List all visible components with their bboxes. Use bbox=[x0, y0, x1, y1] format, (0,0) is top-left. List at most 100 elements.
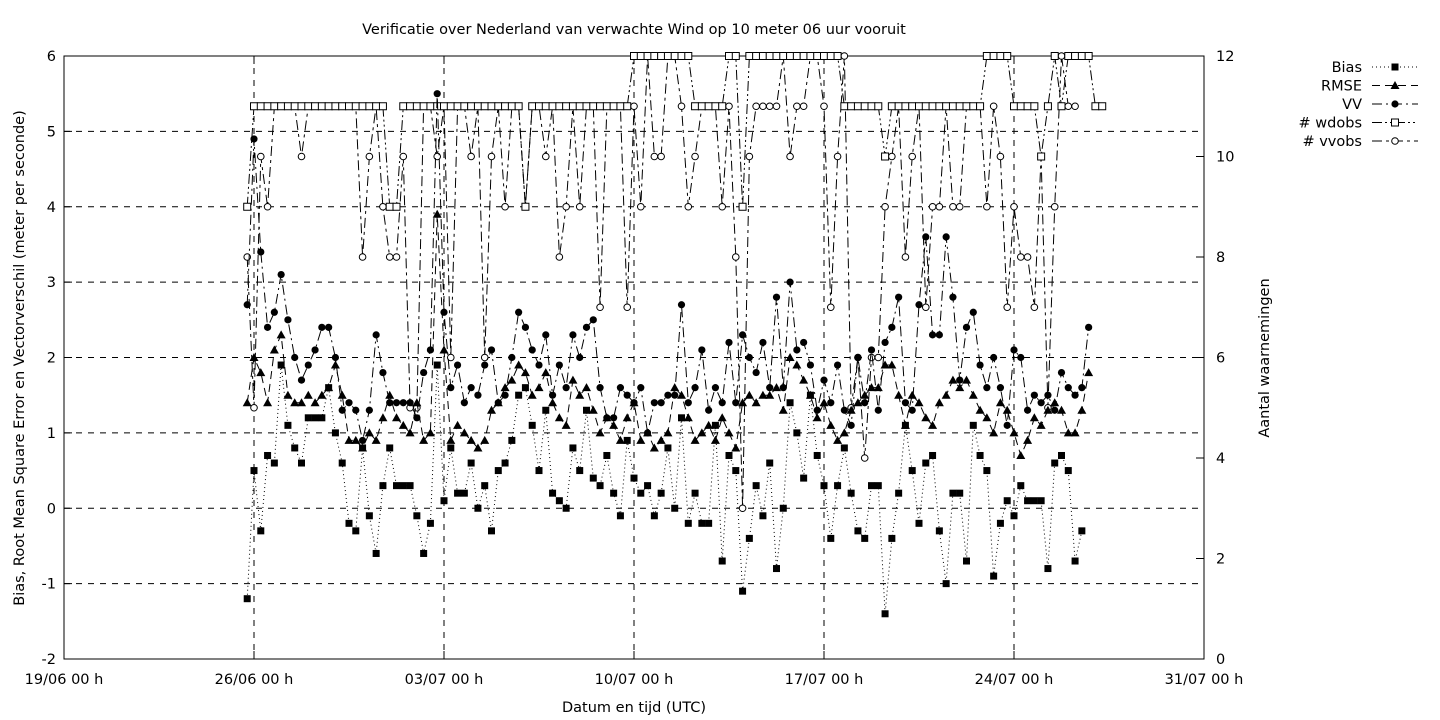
wdobs-point bbox=[345, 102, 353, 111]
legend: Bias RMSE VV # wdobs # vvobs bbox=[1299, 60, 1418, 150]
vv-point bbox=[671, 391, 679, 399]
bias-point bbox=[583, 406, 590, 414]
vv-point bbox=[548, 391, 557, 399]
vvobs-point bbox=[989, 102, 998, 111]
bias-point bbox=[976, 451, 984, 459]
x-tick-label: 03/07 00 h bbox=[405, 672, 484, 688]
wdobs-point bbox=[548, 102, 557, 111]
wdobs-point bbox=[962, 102, 971, 111]
wdobs-point bbox=[385, 202, 394, 211]
vvobs-point bbox=[1023, 253, 1032, 261]
wdobs-point bbox=[501, 102, 510, 111]
bias-point bbox=[888, 534, 896, 542]
bias-point bbox=[277, 361, 285, 369]
rmse-point bbox=[649, 443, 659, 452]
vv-point bbox=[494, 399, 502, 407]
bias-point bbox=[399, 482, 407, 490]
vv-point bbox=[759, 338, 767, 347]
bias-point bbox=[868, 482, 875, 490]
y-tick-label: 1 bbox=[47, 426, 56, 442]
wdobs-point bbox=[711, 102, 720, 111]
rmse-point bbox=[948, 375, 958, 384]
rmse-point bbox=[799, 375, 809, 384]
wdobs-point bbox=[948, 102, 957, 111]
vv-point bbox=[806, 361, 815, 369]
bias-point bbox=[732, 467, 740, 475]
vvobs-point bbox=[759, 102, 767, 111]
rmse-point bbox=[1016, 450, 1026, 459]
rmse-point bbox=[683, 413, 693, 422]
vvobs-point bbox=[487, 152, 496, 161]
vv-point bbox=[969, 308, 977, 316]
bias-point bbox=[786, 399, 794, 407]
bias-point bbox=[929, 451, 937, 459]
wdobs-point bbox=[1057, 102, 1066, 111]
wdobs-point bbox=[643, 52, 652, 60]
rmse-point bbox=[765, 390, 775, 399]
vv-point bbox=[1010, 346, 1018, 354]
bias-point bbox=[956, 489, 964, 497]
vv-point bbox=[711, 384, 720, 392]
vv-point bbox=[257, 248, 265, 256]
bias-point bbox=[481, 482, 489, 490]
rmse-point bbox=[534, 383, 544, 392]
bias-point bbox=[664, 444, 672, 452]
vvobs-point bbox=[860, 454, 869, 462]
rmse-point bbox=[453, 420, 463, 429]
wdobs-point bbox=[779, 52, 788, 60]
wdobs-point bbox=[304, 102, 313, 111]
vv-point bbox=[426, 346, 435, 354]
rmse-point bbox=[1390, 81, 1400, 89]
vv-point bbox=[820, 376, 828, 384]
wdobs-point bbox=[616, 102, 625, 111]
vv-point bbox=[515, 308, 523, 316]
x-tick-label: 26/06 00 h bbox=[215, 672, 294, 688]
bias-point bbox=[983, 467, 991, 475]
rmse-point bbox=[405, 428, 415, 437]
bias-point bbox=[270, 459, 278, 467]
rmse-point bbox=[561, 420, 571, 429]
wdobs-point bbox=[663, 52, 672, 60]
vvobs-point bbox=[935, 202, 944, 211]
wdobs-point bbox=[602, 102, 611, 111]
bias-point bbox=[990, 572, 998, 580]
vvobs-point bbox=[501, 202, 509, 211]
wdobs-point bbox=[311, 102, 320, 111]
vv-point bbox=[738, 331, 747, 339]
wdobs-point bbox=[745, 52, 754, 60]
vv-point bbox=[508, 353, 516, 362]
wdobs-point bbox=[867, 102, 876, 111]
wdobs-point bbox=[650, 52, 659, 60]
rmse-point bbox=[880, 360, 890, 369]
legend-label-rmse: RMSE bbox=[1321, 79, 1362, 95]
rmse-point bbox=[466, 435, 476, 444]
vv-point bbox=[874, 406, 882, 414]
bias-point bbox=[1024, 497, 1032, 505]
vvobs-point bbox=[562, 202, 570, 211]
bias-point bbox=[1064, 467, 1072, 475]
rmse-point bbox=[1070, 428, 1080, 437]
vvobs-point bbox=[874, 353, 883, 362]
vvobs-point bbox=[657, 152, 665, 161]
vv-point bbox=[318, 323, 326, 331]
vv-point bbox=[358, 436, 367, 445]
bias-point bbox=[447, 444, 455, 452]
vvobs-point bbox=[1016, 253, 1025, 261]
vv-point bbox=[772, 293, 781, 301]
vv-point bbox=[467, 384, 475, 392]
rmse-point bbox=[995, 398, 1005, 407]
vv-point bbox=[481, 361, 489, 369]
rmse-point bbox=[846, 405, 856, 414]
vv-point bbox=[691, 384, 699, 392]
rmse-point bbox=[805, 390, 815, 399]
wdobs-point bbox=[256, 102, 265, 111]
vv-point bbox=[928, 331, 937, 339]
wdobs-point bbox=[467, 102, 476, 111]
bias-point bbox=[637, 489, 645, 497]
wdobs-point bbox=[684, 52, 693, 60]
wdobs-point bbox=[270, 102, 279, 111]
bias-point bbox=[684, 519, 692, 527]
rmse-point bbox=[928, 420, 938, 429]
vv-point bbox=[555, 361, 563, 369]
